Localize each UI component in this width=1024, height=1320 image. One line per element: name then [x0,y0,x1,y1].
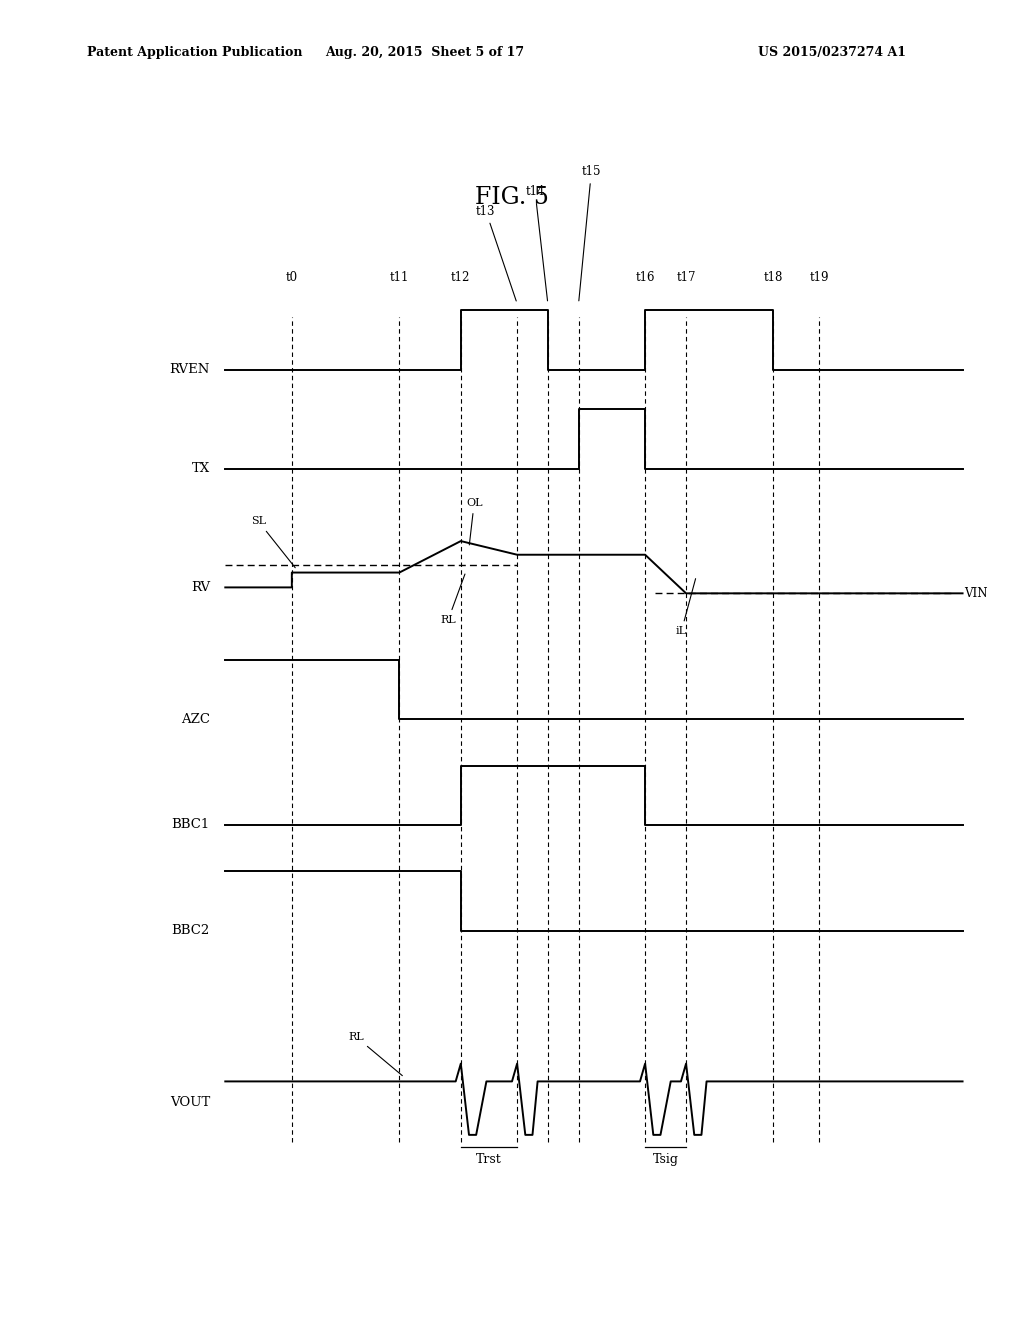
Text: t19: t19 [809,271,829,284]
Text: t12: t12 [452,271,470,284]
Text: Tsig: Tsig [652,1154,679,1167]
Text: t16: t16 [635,271,655,284]
Text: RL: RL [440,574,465,624]
Text: US 2015/0237274 A1: US 2015/0237274 A1 [758,46,906,59]
Text: t15: t15 [579,165,601,301]
Text: t0: t0 [286,271,298,284]
Text: FIG. 5: FIG. 5 [475,186,549,210]
Text: AZC: AZC [181,713,210,726]
Text: t18: t18 [764,271,782,284]
Text: iL: iL [676,578,695,636]
Text: Trst: Trst [476,1154,502,1167]
Text: VIN: VIN [965,587,988,599]
Text: t13: t13 [476,205,516,301]
Text: TX: TX [191,462,210,475]
Text: BBC1: BBC1 [172,818,210,832]
Text: SL: SL [251,516,295,568]
Text: t11: t11 [390,271,409,284]
Text: Patent Application Publication: Patent Application Publication [87,46,302,59]
Text: RVEN: RVEN [170,363,210,376]
Text: t14: t14 [525,185,548,301]
Text: OL: OL [466,498,482,545]
Text: BBC2: BBC2 [172,924,210,937]
Text: RV: RV [190,581,210,594]
Text: VOUT: VOUT [170,1096,210,1109]
Text: Aug. 20, 2015  Sheet 5 of 17: Aug. 20, 2015 Sheet 5 of 17 [326,46,524,59]
Text: t17: t17 [676,271,696,284]
Text: RL: RL [348,1032,402,1076]
